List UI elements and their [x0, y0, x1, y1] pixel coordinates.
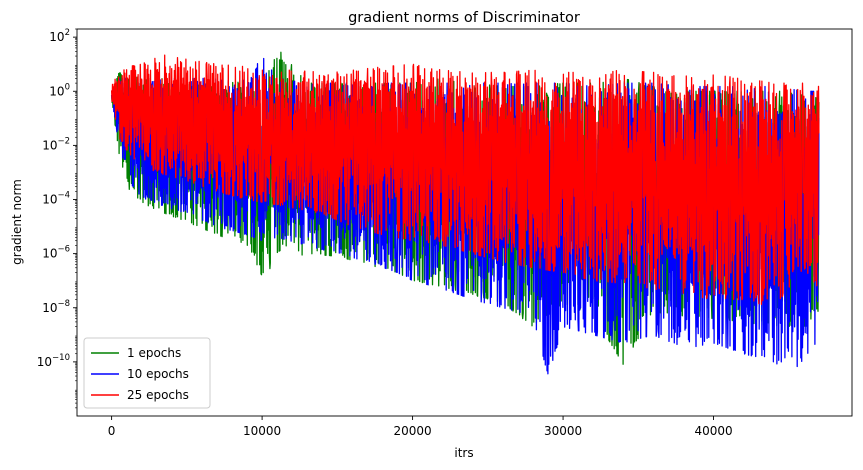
series-layer — [110, 51, 820, 375]
y-tick-label: 100 — [49, 82, 70, 98]
y-tick-label: 102 — [49, 28, 70, 44]
series-line-2 — [110, 54, 820, 306]
x-tick-label: 20000 — [393, 424, 431, 438]
y-tick-label: 10−8 — [42, 299, 70, 315]
y-tick-label: 10−2 — [42, 136, 70, 152]
legend: 1 epochs 10 epochs 25 epochs — [83, 337, 211, 409]
plot-frame — [76, 28, 853, 417]
x-tick-label: 10000 — [243, 424, 281, 438]
y-axis: 10−10 10−8 10−6 10−4 10−2 100 102 — [37, 28, 77, 409]
y-tick-label: 10−10 — [37, 353, 70, 369]
x-axis: 0 10000 20000 30000 40000 — [108, 416, 733, 438]
x-tick-label: 40000 — [694, 424, 732, 438]
x-tick-label: 30000 — [544, 424, 582, 438]
legend-label: 25 epochs — [127, 388, 189, 402]
legend-label: 10 epochs — [127, 367, 189, 381]
y-axis-label: gradient norm — [10, 179, 24, 265]
y-tick-label: 10−4 — [42, 191, 70, 207]
chart-title: gradient norms of Discriminator — [348, 10, 580, 26]
x-axis-label: itrs — [454, 446, 473, 460]
legend-label: 1 epochs — [127, 346, 181, 360]
legend-box — [83, 337, 211, 409]
x-tick-label: 0 — [108, 424, 116, 438]
y-tick-label: 10−6 — [42, 245, 70, 261]
